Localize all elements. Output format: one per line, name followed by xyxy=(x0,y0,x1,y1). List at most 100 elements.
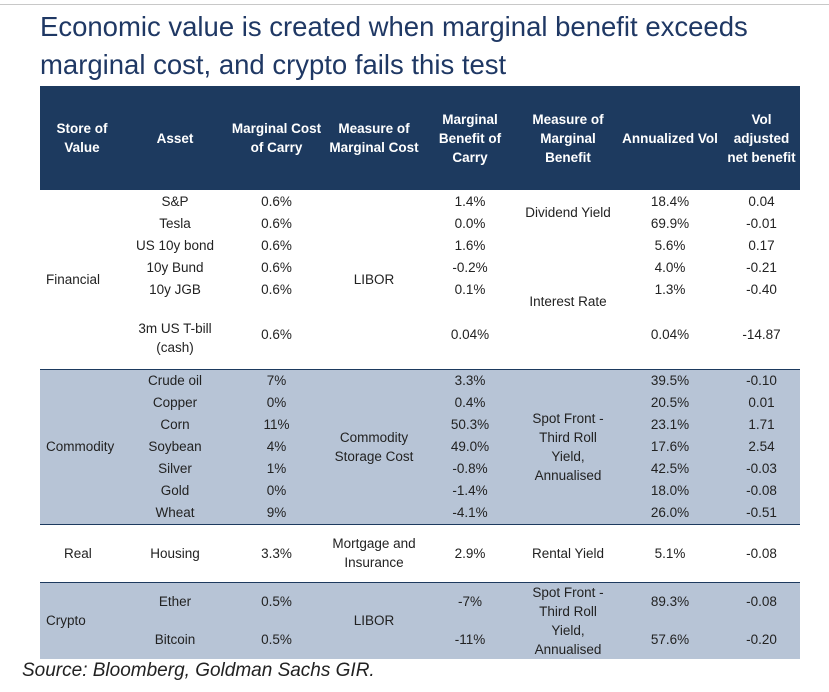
cost-cell: 0.6% xyxy=(226,234,327,256)
header-measure-benefit: Measure of Marginal Benefit xyxy=(519,86,617,190)
header-annualized-vol: Annualized Vol xyxy=(617,86,723,190)
vol-cell: 89.3% xyxy=(617,581,723,621)
cost-cell: 0.5% xyxy=(226,581,327,621)
vol-cell: 69.9% xyxy=(617,212,723,234)
net-cell: 0.04 xyxy=(723,190,800,212)
benefit-measure-dividend: Dividend Yield xyxy=(519,190,617,234)
net-cell: -0.40 xyxy=(723,278,800,300)
benefit-cell: -7% xyxy=(421,581,519,621)
data-table: Store of Value Asset Marginal Cost of Ca… xyxy=(40,86,800,659)
benefit-cell: -1.4% xyxy=(421,479,519,502)
benefit-cell: 49.0% xyxy=(421,435,519,458)
table-row: Soybean 4% 49.0% 17.6% 2.54 xyxy=(40,435,800,458)
benefit-measure-commodity: Spot Front - Third Roll Yield, Annualise… xyxy=(519,368,617,524)
vol-cell: 57.6% xyxy=(617,620,723,659)
cost-cell: 0.6% xyxy=(226,212,327,234)
asset-cell: 10y JGB xyxy=(124,278,226,300)
cost-cell: 0.6% xyxy=(226,190,327,212)
table-row: 10y JGB 0.6% 0.1% 1.3% -0.40 xyxy=(40,278,800,300)
cost-cell: 9% xyxy=(226,501,327,524)
asset-cell: 10y Bund xyxy=(124,256,226,278)
table-row: Corn 11% 50.3% 23.1% 1.71 xyxy=(40,413,800,436)
asset-cell: Soybean xyxy=(124,435,226,458)
cost-cell: 0% xyxy=(226,479,327,502)
benefit-cell: -0.2% xyxy=(421,256,519,278)
cost-cell: 4% xyxy=(226,435,327,458)
header-measure-cost: Measure of Marginal Cost xyxy=(327,86,421,190)
cost-measure-financial: LIBOR xyxy=(327,190,421,369)
benefit-cell: -0.8% xyxy=(421,457,519,480)
header-marginal-cost: Marginal Cost of Carry xyxy=(226,86,327,190)
vol-cell: 5.1% xyxy=(617,523,723,582)
benefit-cell: 3.3% xyxy=(421,368,519,392)
header-row: Store of Value Asset Marginal Cost of Ca… xyxy=(40,86,800,190)
cost-cell: 11% xyxy=(226,413,327,436)
benefit-cell: 0.0% xyxy=(421,212,519,234)
cost-measure-real: Mortgage and Insurance xyxy=(327,523,421,582)
vol-cell: 23.1% xyxy=(617,413,723,436)
benefit-cell: -4.1% xyxy=(421,501,519,524)
asset-cell: Copper xyxy=(124,391,226,414)
asset-cell: Crude oil xyxy=(124,368,226,392)
asset-cell: Silver xyxy=(124,457,226,480)
net-cell: -0.08 xyxy=(723,523,800,582)
net-cell: -0.08 xyxy=(723,581,800,621)
benefit-cell: 2.9% xyxy=(421,523,519,582)
benefit-measure-interest: Interest Rate xyxy=(519,234,617,369)
net-cell: -0.08 xyxy=(723,479,800,502)
asset-cell: US 10y bond xyxy=(124,234,226,256)
cost-cell: 0.6% xyxy=(226,256,327,278)
benefit-measure-real: Rental Yield xyxy=(519,523,617,582)
cost-cell: 7% xyxy=(226,368,327,392)
asset-cell: S&P xyxy=(124,190,226,212)
net-cell: -14.87 xyxy=(723,300,800,369)
header-vol-adjusted: Vol adjusted net benefit xyxy=(723,86,800,190)
title-rule xyxy=(0,4,829,5)
table-row: Wheat 9% -4.1% 26.0% -0.51 xyxy=(40,501,800,524)
table-row: Crypto Ether 0.5% LIBOR -7% Spot Front -… xyxy=(40,581,800,659)
header-marginal-benefit: Marginal Benefit of Carry xyxy=(421,86,519,190)
benefit-measure-crypto: Spot Front - Third Roll Yield, Annualise… xyxy=(519,581,617,659)
header-asset: Asset xyxy=(124,86,226,190)
category-real: Real xyxy=(40,523,124,582)
benefit-cell: 0.1% xyxy=(421,278,519,300)
table-row: US 10y bond 0.6% 1.6% Interest Rate 5.6%… xyxy=(40,234,800,369)
cost-cell: 0% xyxy=(226,391,327,414)
asset-cell: Corn xyxy=(124,413,226,436)
category-financial: Financial xyxy=(40,190,124,369)
cost-measure-crypto: LIBOR xyxy=(327,581,421,659)
net-cell: -0.10 xyxy=(723,368,800,392)
vol-cell: 17.6% xyxy=(617,435,723,458)
benefit-cell: 0.4% xyxy=(421,391,519,414)
cost-cell: 1% xyxy=(226,457,327,480)
benefit-cell: 50.3% xyxy=(421,413,519,436)
asset-cell: Wheat xyxy=(124,501,226,524)
table-row: Bitcoin 0.5% -11% 57.6% -0.20 xyxy=(40,620,800,659)
table-row: Gold 0% -1.4% 18.0% -0.08 xyxy=(40,479,800,502)
table-row: Silver 1% -0.8% 42.5% -0.03 xyxy=(40,457,800,480)
asset-cell: Housing xyxy=(124,523,226,582)
vol-cell: 20.5% xyxy=(617,391,723,414)
source-note: Source: Bloomberg, Goldman Sachs GIR. xyxy=(22,660,375,681)
net-cell: 1.71 xyxy=(723,413,800,436)
header-store-of-value: Store of Value xyxy=(40,86,124,190)
cost-measure-commodity: Commodity Storage Cost xyxy=(327,368,421,524)
benefit-cell: -11% xyxy=(421,620,519,659)
table-row: Commodity Crude oil 7% Commodity Storage… xyxy=(40,368,800,524)
vol-cell: 18.4% xyxy=(617,190,723,212)
net-cell: 0.17 xyxy=(723,234,800,256)
net-cell: -0.51 xyxy=(723,501,800,524)
cost-cell: 0.5% xyxy=(226,620,327,659)
net-cell: -0.01 xyxy=(723,212,800,234)
net-cell: 0.01 xyxy=(723,391,800,414)
vol-cell: 0.04% xyxy=(617,300,723,369)
benefit-cell: 1.6% xyxy=(421,234,519,256)
cost-cell: 0.6% xyxy=(226,278,327,300)
asset-cell: 3m US T-bill (cash) xyxy=(124,300,226,369)
page-title: Economic value is created when marginal … xyxy=(40,11,748,80)
benefit-cell: 1.4% xyxy=(421,190,519,212)
table-row: Tesla 0.6% 0.0% 69.9% -0.01 xyxy=(40,212,800,234)
vol-cell: 42.5% xyxy=(617,457,723,480)
cost-cell: 0.6% xyxy=(226,300,327,369)
category-commodity: Commodity xyxy=(40,368,124,524)
